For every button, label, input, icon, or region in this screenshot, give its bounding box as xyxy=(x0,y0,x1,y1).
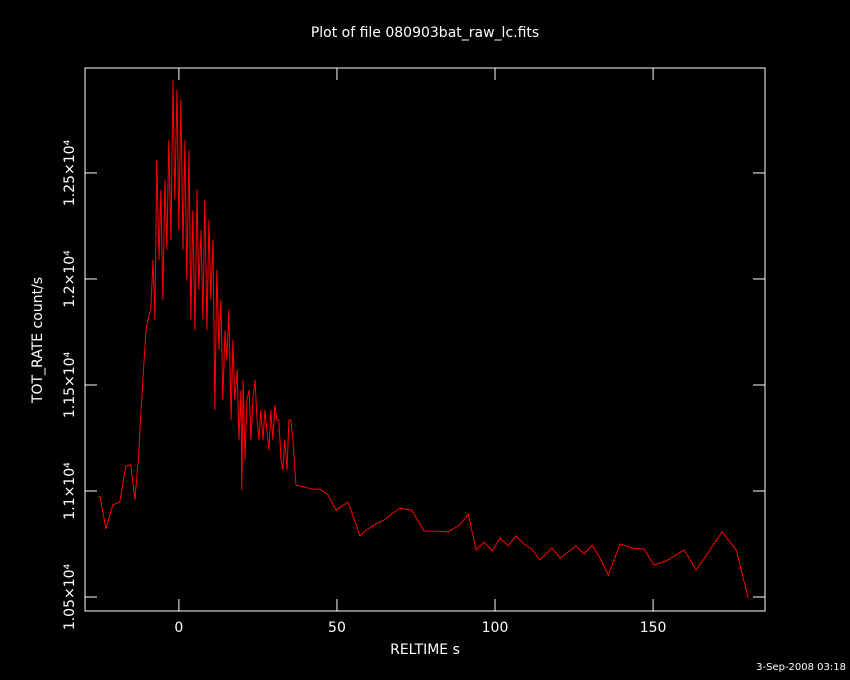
y-tick-label: 1.25×10⁴ xyxy=(62,139,78,206)
y-tick-label: 1.1×10⁴ xyxy=(62,462,78,520)
light-curve xyxy=(99,79,749,599)
x-tick-label: 150 xyxy=(640,620,667,636)
plot-frame xyxy=(84,67,766,612)
y-tick-label: 1.2×10⁴ xyxy=(62,250,78,308)
x-axis-label: RELTIME s xyxy=(390,642,460,658)
x-tick-label: 0 xyxy=(174,620,183,636)
footer-timestamp: 3-Sep-2008 03:18 xyxy=(756,662,846,673)
chart-title: Plot of file 080903bat_raw_lc.fits xyxy=(311,25,539,41)
x-tick-label: 100 xyxy=(482,620,509,636)
x-tick-label: 50 xyxy=(328,620,346,636)
y-axis-label: TOT_RATE count/s xyxy=(30,277,46,404)
y-tick-label: 1.15×10⁴ xyxy=(62,351,78,418)
y-tick-label: 1.05×10⁴ xyxy=(62,563,78,630)
